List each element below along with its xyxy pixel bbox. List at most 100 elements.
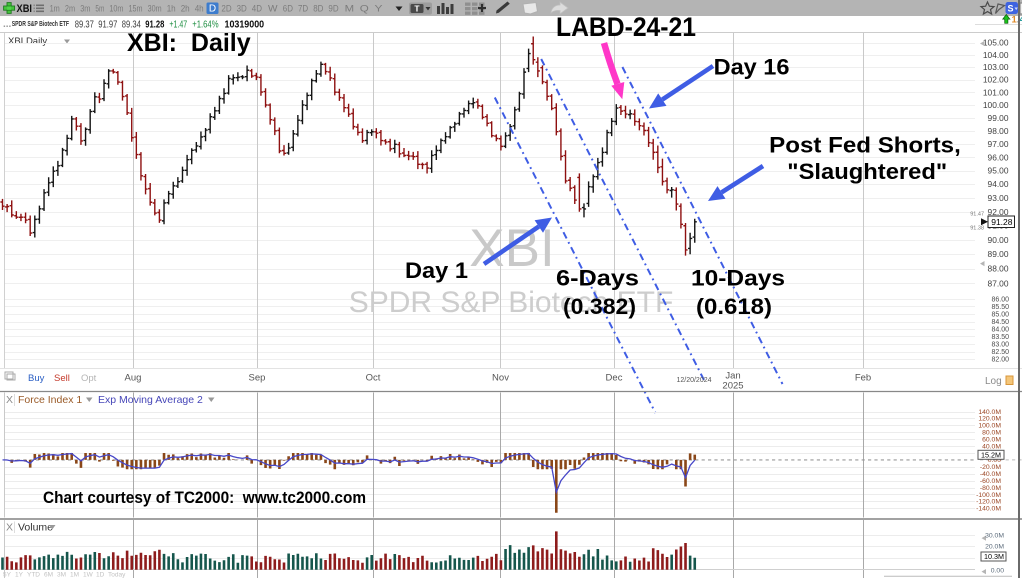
svg-text:Buy: Buy xyxy=(28,373,45,384)
svg-text:101.00: 101.00 xyxy=(983,87,1009,97)
svg-text:Sep: Sep xyxy=(249,373,266,384)
svg-text:1.47: 1.47 xyxy=(1012,15,1022,26)
svg-text:95.00: 95.00 xyxy=(988,166,1009,176)
svg-text:6-Days: 6-Days xyxy=(556,266,639,291)
svg-text:98.00: 98.00 xyxy=(988,126,1009,136)
svg-text:(0.618): (0.618) xyxy=(696,294,772,319)
svg-text:Nov: Nov xyxy=(492,373,509,384)
svg-text:Oct: Oct xyxy=(366,373,381,384)
svg-text:94.00: 94.00 xyxy=(988,179,1009,189)
svg-text:83.00: 83.00 xyxy=(991,342,1009,349)
svg-text:60.0M: 60.0M xyxy=(982,437,1001,444)
svg-text:SPDR S&P Biotech ETF: SPDR S&P Biotech ETF xyxy=(12,19,70,28)
svg-text:6D: 6D xyxy=(283,4,293,15)
svg-text:102.00: 102.00 xyxy=(983,75,1009,85)
svg-text:90.00: 90.00 xyxy=(988,235,1009,245)
svg-text:8D: 8D xyxy=(313,4,323,15)
svg-text:Feb: Feb xyxy=(855,373,871,384)
svg-text:Aug: Aug xyxy=(125,373,142,384)
svg-text:Dec: Dec xyxy=(606,373,623,384)
svg-text:"Slaughtered": "Slaughtered" xyxy=(787,159,947,184)
svg-text:...: ... xyxy=(3,19,12,30)
svg-text:100.00: 100.00 xyxy=(983,100,1009,110)
svg-text:89.34: 89.34 xyxy=(122,20,141,31)
svg-text:10319000: 10319000 xyxy=(225,20,265,31)
svg-text:3M: 3M xyxy=(57,572,66,578)
svg-text:86.00: 86.00 xyxy=(991,297,1009,304)
svg-text:85.50: 85.50 xyxy=(991,304,1009,311)
svg-text:10.3M: 10.3M xyxy=(984,552,1004,561)
svg-text:Volume: Volume xyxy=(18,522,53,534)
svg-text:YTD: YTD xyxy=(27,572,40,578)
svg-text:140.0M: 140.0M xyxy=(978,409,1001,416)
svg-text:91.97: 91.97 xyxy=(98,20,117,31)
svg-text:-40.0M: -40.0M xyxy=(980,471,1001,478)
svg-text:XBI: Daily: XBI: Daily xyxy=(127,29,251,57)
svg-text:Chart courtesy of TC2000: www: Chart courtesy of TC2000: www.tc2000.com xyxy=(43,489,366,507)
svg-text:Post Fed Shorts,: Post Fed Shorts, xyxy=(769,133,961,158)
svg-text:10m: 10m xyxy=(109,4,123,15)
svg-text:Sell: Sell xyxy=(54,373,70,384)
svg-text:10-Days: 10-Days xyxy=(691,266,785,291)
svg-text:Exp Moving Average 2: Exp Moving Average 2 xyxy=(98,394,203,406)
svg-text:89.37: 89.37 xyxy=(75,20,94,31)
svg-text:3m: 3m xyxy=(80,4,90,15)
svg-text:91.47: 91.47 xyxy=(970,212,984,218)
svg-text:97.00: 97.00 xyxy=(988,139,1009,149)
svg-text:15m: 15m xyxy=(129,4,143,15)
svg-text:+1.47: +1.47 xyxy=(169,20,187,31)
svg-text:9D: 9D xyxy=(328,4,338,15)
svg-text:0.00: 0.00 xyxy=(988,457,1001,464)
svg-text:+1.64%: +1.64% xyxy=(192,20,218,31)
svg-text:Y: Y xyxy=(375,4,384,15)
svg-text:Day 16: Day 16 xyxy=(714,55,790,80)
svg-text:30m: 30m xyxy=(148,4,162,15)
svg-text:0.00: 0.00 xyxy=(991,567,1004,574)
svg-text:80.0M: 80.0M xyxy=(982,430,1001,437)
svg-text:LABD-24-21: LABD-24-21 xyxy=(556,12,696,42)
svg-text:1Y: 1Y xyxy=(15,572,24,578)
svg-text:2D: 2D xyxy=(221,4,231,15)
svg-text:M: M xyxy=(345,4,355,15)
svg-text:1W: 1W xyxy=(83,572,94,578)
svg-text:12/20/2024: 12/20/2024 xyxy=(676,377,711,384)
svg-text:30.0M: 30.0M xyxy=(985,533,1004,540)
svg-text:2h: 2h xyxy=(181,4,190,15)
svg-text:1m: 1m xyxy=(50,4,60,15)
svg-text:Force Index 1: Force Index 1 xyxy=(18,394,82,406)
svg-text:82.50: 82.50 xyxy=(991,349,1009,356)
svg-text:104.00: 104.00 xyxy=(983,50,1009,60)
svg-text:2m: 2m xyxy=(65,4,75,15)
svg-text:-140.0M: -140.0M xyxy=(976,506,1001,513)
svg-text:5m: 5m xyxy=(95,4,104,15)
svg-text:93.00: 93.00 xyxy=(988,193,1009,203)
svg-text:15.2M: 15.2M xyxy=(981,450,1001,459)
svg-text:96.00: 96.00 xyxy=(988,152,1009,162)
svg-text:40.0M: 40.0M xyxy=(982,443,1001,450)
svg-text:XBI Daily: XBI Daily xyxy=(8,36,47,47)
svg-text:SPDR S&P Biotech ETF: SPDR S&P Biotech ETF xyxy=(349,286,674,319)
svg-text:Q: Q xyxy=(360,4,369,15)
svg-text:Opt: Opt xyxy=(81,373,97,384)
svg-text:D: D xyxy=(209,4,216,15)
svg-text:91.38: 91.38 xyxy=(970,226,984,232)
svg-text:1D: 1D xyxy=(96,572,105,578)
svg-text:-120.0M: -120.0M xyxy=(976,499,1001,506)
svg-text:Log: Log xyxy=(985,376,1002,387)
svg-text:-100.0M: -100.0M xyxy=(976,492,1001,499)
svg-text:Day 1: Day 1 xyxy=(405,258,468,283)
svg-text:7D: 7D xyxy=(298,4,308,15)
svg-text:84.00: 84.00 xyxy=(991,327,1009,334)
svg-text:99.00: 99.00 xyxy=(988,113,1009,123)
svg-text:X: X xyxy=(6,394,13,406)
svg-text:T: T xyxy=(414,4,420,14)
svg-text:88.00: 88.00 xyxy=(988,264,1009,274)
svg-text:103.00: 103.00 xyxy=(983,62,1009,72)
svg-text:92.00: 92.00 xyxy=(988,207,1009,217)
svg-text:W: W xyxy=(268,4,278,15)
svg-text:-80.0M: -80.0M xyxy=(980,485,1001,492)
svg-text:2025: 2025 xyxy=(722,381,743,392)
svg-text:-20.0M: -20.0M xyxy=(980,464,1001,471)
svg-text:87.00: 87.00 xyxy=(988,278,1009,288)
svg-text:100.0M: 100.0M xyxy=(978,423,1001,430)
